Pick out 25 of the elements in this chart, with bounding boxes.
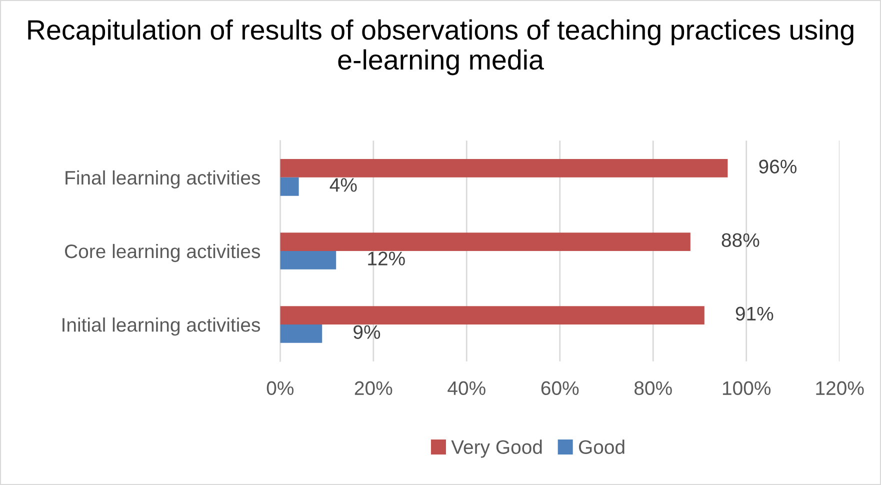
- x-tick-label: 20%: [354, 381, 392, 396]
- y-tick-label: Initial learning activities: [62, 318, 260, 336]
- chart-title: Recapitulation of results of observations of teaching practices using e-learning media: [28, 19, 854, 76]
- y-tick-label: Final learning activities: [66, 170, 260, 189]
- data-label: 9%: [354, 325, 380, 339]
- y-tick-label: Core learning activities: [65, 244, 260, 262]
- legend-label: Good: [578, 440, 624, 454]
- data-label: 88%: [722, 233, 760, 248]
- x-tick-label: 40%: [448, 381, 486, 396]
- bar: [280, 250, 336, 270]
- data-label: 12%: [368, 252, 405, 266]
- data-label: 91%: [736, 306, 774, 321]
- x-tick-label: 80%: [634, 381, 672, 396]
- bar: [280, 306, 704, 325]
- bar: [280, 324, 322, 343]
- x-tick-label: 60%: [541, 381, 579, 396]
- x-tick-label: 100%: [722, 381, 771, 396]
- bar: [280, 159, 728, 178]
- legend-label: Very Good: [451, 440, 542, 458]
- x-tick-label: 120%: [816, 381, 864, 396]
- bar: [280, 177, 299, 196]
- bar: [280, 232, 690, 251]
- x-tick-label: 0%: [266, 381, 294, 396]
- data-label: 96%: [759, 160, 796, 174]
- data-label: 4%: [330, 178, 357, 192]
